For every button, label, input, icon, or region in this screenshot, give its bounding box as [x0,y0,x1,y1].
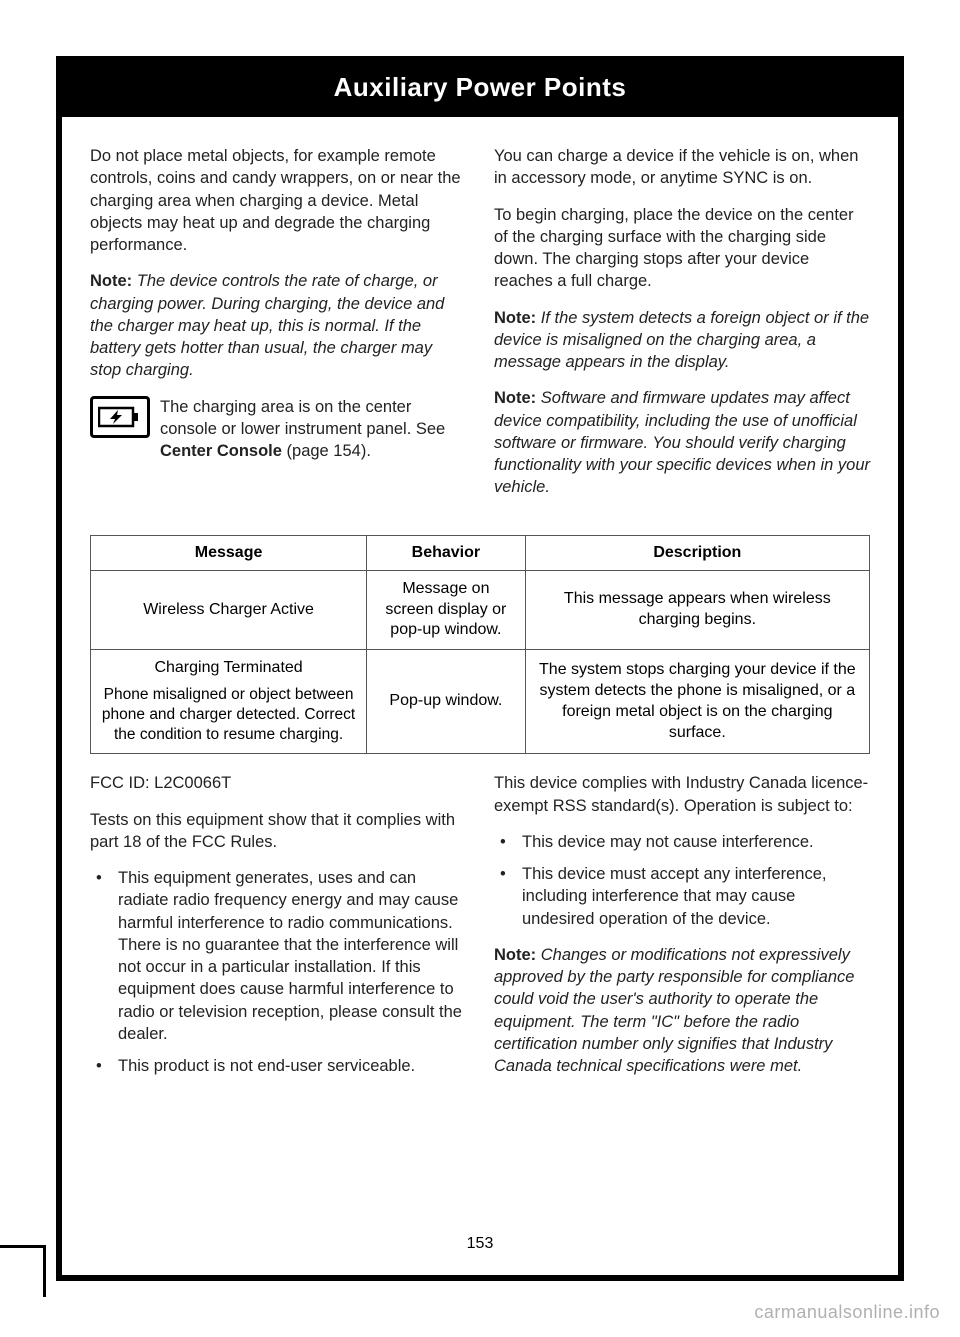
fcc-tests: Tests on this equipment show that it com… [90,809,466,854]
left-column: Do not place metal objects, for example … [90,145,466,513]
left-page-tab [0,1245,46,1297]
note-label: Note: [494,946,536,964]
note-text: Software and firmware updates may affect… [494,389,870,496]
td-behavior: Message on screen display or pop-up wind… [367,570,526,649]
fcc-id: FCC ID: L2C0066T [90,772,466,794]
battery-charging-icon [90,396,150,438]
bottom-left-column: FCC ID: L2C0066T Tests on this equipment… [90,772,466,1091]
td-description: The system stops charging your device if… [525,650,869,754]
bottom-right-column: This device complies with Industry Canad… [494,772,870,1091]
charging-area-text: The charging area is on the center conso… [160,396,466,463]
charging-icon-row: The charging area is on the center conso… [90,396,466,463]
text-center-console: Center Console [160,442,282,460]
note-text: Changes or modifications not expressivel… [494,946,854,1075]
text-c: (page 154). [282,442,371,460]
td-message: Wireless Charger Active [91,570,367,649]
text-a: The charging area is on the center conso… [160,398,445,438]
bullet-item: This equipment generates, uses and can r… [90,867,466,1045]
para-begin-charging: To begin charging, place the device on t… [494,204,870,293]
top-columns: Do not place metal objects, for example … [90,145,870,513]
note-label: Note: [90,272,132,290]
ic-compliance: This device complies with Industry Canad… [494,772,870,817]
ic-bullets: This device may not cause interference. … [494,831,870,930]
messages-table: Message Behavior Description Wireless Ch… [90,535,870,755]
th-behavior: Behavior [367,535,526,570]
note-modifications: Note: Changes or modifications not expre… [494,944,870,1078]
note-text: The device controls the rate of charge, … [90,272,444,379]
note-charge-rate: Note: The device controls the rate of ch… [90,270,466,381]
note-label: Note: [494,309,536,327]
bottom-columns: FCC ID: L2C0066T Tests on this equipment… [90,772,870,1091]
msg-sub: Phone misaligned or object between phone… [101,685,356,745]
td-description: This message appears when wireless charg… [525,570,869,649]
table-row: Charging Terminated Phone misaligned or … [91,650,870,754]
th-description: Description [525,535,869,570]
para-charge-when: You can charge a device if the vehicle i… [494,145,870,190]
table-row: Wireless Charger Active Message on scree… [91,570,870,649]
content-area: Do not place metal objects, for example … [62,117,898,1092]
note-label: Note: [494,389,536,407]
th-message: Message [91,535,367,570]
fcc-bullets: This equipment generates, uses and can r… [90,867,466,1077]
para-metal-objects: Do not place metal objects, for example … [90,145,466,256]
bullet-item: This device may not cause interference. [494,831,870,853]
msg-main: Charging Terminated [154,659,302,676]
note-text: If the system detects a foreign object o… [494,309,869,372]
right-column: You can charge a device if the vehicle i… [494,145,870,513]
bullet-item: This product is not end-user serviceable… [90,1055,466,1077]
note-foreign-object: Note: If the system detects a foreign ob… [494,307,870,374]
page-frame: Auxiliary Power Points Do not place meta… [56,56,904,1281]
td-behavior: Pop-up window. [367,650,526,754]
note-software: Note: Software and firmware updates may … [494,387,870,498]
page-title: Auxiliary Power Points [62,62,898,117]
td-message: Charging Terminated Phone misaligned or … [91,650,367,754]
bullet-item: This device must accept any interference… [494,863,870,930]
page-number: 153 [62,1235,898,1253]
watermark: carmanualsonline.info [754,1302,940,1323]
table-header-row: Message Behavior Description [91,535,870,570]
